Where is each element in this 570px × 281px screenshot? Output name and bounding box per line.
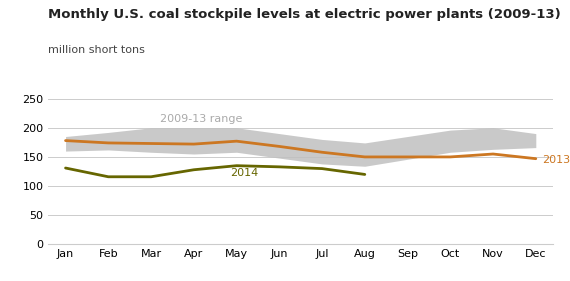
Text: Monthly U.S. coal stockpile levels at electric power plants (2009-13): Monthly U.S. coal stockpile levels at el… [48,8,561,21]
Text: million short tons: million short tons [48,45,145,55]
Text: 2009-13 range: 2009-13 range [160,114,242,124]
Text: 2014: 2014 [230,168,258,178]
Text: 2013: 2013 [542,155,570,165]
